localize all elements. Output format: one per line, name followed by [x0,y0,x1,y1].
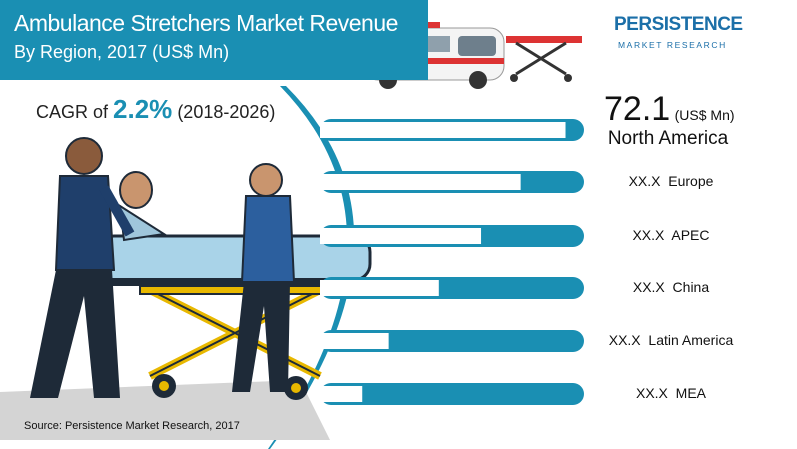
bar-value-label: XX.X [608,332,641,348]
bar-label: XX.X Europe [596,173,746,189]
paramedics-with-patient-icon [30,137,372,400]
cagr-text: CAGR of 2.2% (2018-2026) [36,94,275,125]
cagr-period: (2018-2026) [177,102,276,122]
bar-label: XX.X MEA [596,385,746,401]
title-banner: Ambulance Stretchers Market Revenue By R… [0,0,428,80]
bar-track [320,383,584,405]
bar-label: XX.X APEC [596,227,746,243]
stretcher-icon [506,36,582,82]
brand-logo: PERSISTENCE MARKET RESEARCH [614,14,744,58]
bar-category-label: MEA [667,385,707,401]
bar-fill [320,228,482,244]
bar-fill [320,280,439,296]
cagr-prefix: CAGR of [36,102,114,122]
bar-fill [320,386,363,402]
highlight-region: North America [607,128,729,149]
highlight-unit: (US$ Mn) [674,107,735,123]
cagr-value: 2.2% [113,94,173,124]
highlight-value: 72.1 (US$ Mn) [604,90,735,129]
floor-shape [0,380,330,440]
chart-title: Ambulance Stretchers Market Revenue [14,10,398,36]
bar-fill [320,333,389,349]
bar-category-label: Latin America [640,332,734,348]
bar-category-label: Europe [660,173,714,189]
source-note: Source: Persistence Market Research, 201… [24,420,240,432]
bar-value-label: XX.X [632,227,665,243]
bar-label: XX.X China [596,279,746,295]
bar-value-label: XX.X [632,279,665,295]
bar-fill [320,122,566,138]
bar-category-label: APEC [664,227,710,243]
bar-label: XX.X Latin America [596,332,746,348]
bar-fill [320,174,521,190]
logo-tagline: MARKET RESEARCH [618,40,727,50]
bar-category-label: China [664,279,710,295]
bar-value-label: XX.X [635,385,668,401]
highlight-number: 72.1 [604,90,671,128]
bar-group [320,119,584,405]
logo-name: PERSISTENCE [614,14,743,35]
chart-subtitle: By Region, 2017 (US$ Mn) [14,42,230,62]
bar-value-label: XX.X [628,173,661,189]
